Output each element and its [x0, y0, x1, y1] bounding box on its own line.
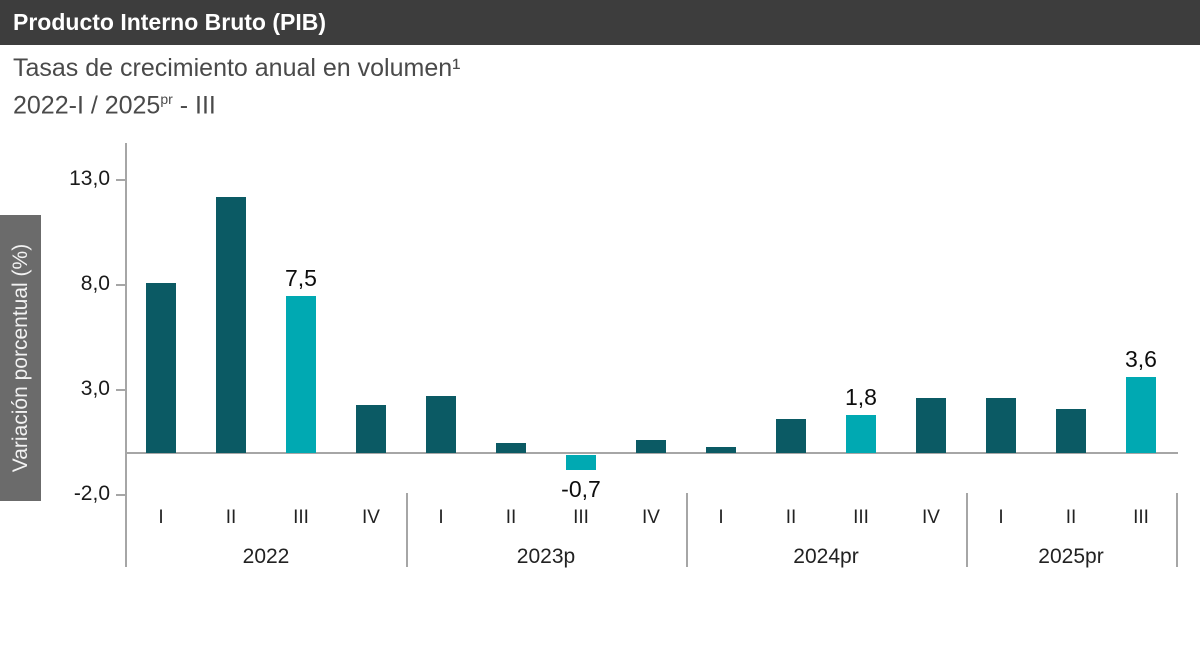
- quarter-label-2022-III: III: [293, 507, 309, 528]
- bar-2024pr-I: [706, 446, 736, 453]
- bar-2025pr-III: [1126, 377, 1156, 453]
- subtitle-range-suffix: - III: [172, 91, 216, 120]
- y-tick-label: -2,0: [73, 482, 110, 505]
- bar-value-label-2025pr-III: 3,6: [1125, 346, 1157, 373]
- bar-2022-IV: [356, 404, 386, 453]
- y-axis-band: [0, 215, 41, 501]
- bar-2025pr-II: [1056, 408, 1086, 453]
- group-separator: [966, 493, 968, 567]
- y-tick-label: 8,0: [80, 272, 110, 295]
- subtitle-line1: Tasas de crecimiento anual en volumen¹: [13, 53, 460, 84]
- zero-line: [126, 452, 1178, 454]
- bar-2024pr-II: [776, 419, 806, 453]
- quarter-label-2024pr-II: II: [785, 507, 797, 528]
- bar-2025pr-I: [986, 398, 1016, 453]
- quarter-label-2022-I: I: [158, 507, 164, 528]
- bar-2024pr-IV: [916, 398, 946, 453]
- year-label-2024pr: 2024pr: [793, 545, 859, 568]
- quarter-label-2025pr-III: III: [1133, 507, 1149, 528]
- bar-2024pr-III: [846, 415, 876, 453]
- subtitle-range-prefix: 2022-I / 2025: [13, 91, 161, 120]
- group-separator: [686, 493, 688, 567]
- y-tick-mark: [116, 284, 126, 286]
- y-axis-label: Variación porcentual (%): [9, 243, 32, 473]
- quarter-label-2023p-II: II: [505, 507, 517, 528]
- group-separator: [1176, 493, 1178, 567]
- quarter-label-2025pr-I: I: [998, 507, 1004, 528]
- quarter-label-2025pr-II: II: [1065, 507, 1077, 528]
- subtitle-block: Tasas de crecimiento anual en volumen¹ 2…: [13, 53, 460, 121]
- y-axis-line: [125, 143, 127, 567]
- quarter-label-2024pr-IV: IV: [922, 507, 940, 528]
- subtitle-range: 2022-I / 2025pr - III: [13, 84, 460, 121]
- title-bar: Producto Interno Bruto (PIB): [0, 0, 1200, 45]
- quarter-label-2023p-III: III: [573, 507, 589, 528]
- quarter-label-2022-II: II: [225, 507, 237, 528]
- y-tick-label: 3,0: [80, 377, 110, 400]
- group-separator: [406, 493, 408, 567]
- quarter-label-2024pr-III: III: [853, 507, 869, 528]
- quarter-label-2024pr-I: I: [718, 507, 724, 528]
- y-tick-label: 13,0: [69, 167, 110, 190]
- year-label-2025pr: 2025pr: [1038, 545, 1104, 568]
- bar-value-label-2024pr-III: 1,8: [845, 384, 877, 411]
- quarter-label-2023p-IV: IV: [642, 507, 660, 528]
- chart-title: Producto Interno Bruto (PIB): [13, 9, 327, 35]
- year-label-2022: 2022: [242, 545, 290, 568]
- y-tick-mark: [116, 389, 126, 391]
- bar-value-label-2023p-III: -0,7: [561, 475, 601, 502]
- y-tick-mark: [116, 179, 126, 181]
- bar-2022-I: [146, 282, 176, 453]
- bar-2023p-III: [566, 455, 596, 470]
- bar-2023p-IV: [636, 440, 666, 453]
- bar-2023p-I: [426, 396, 456, 453]
- quarter-label-2023p-I: I: [438, 507, 444, 528]
- year-label-2023p: 2023p: [516, 545, 576, 568]
- bar-value-label-2022-III: 7,5: [285, 264, 317, 291]
- bar-2022-II: [216, 196, 246, 453]
- subtitle-range-superscript: pr: [160, 91, 173, 107]
- bar-2022-III: [286, 295, 316, 453]
- y-tick-mark: [116, 494, 126, 496]
- quarter-label-2022-IV: IV: [362, 507, 380, 528]
- subtitle-line1-text: Tasas de crecimiento anual en volumen¹: [13, 54, 461, 82]
- bar-2023p-II: [496, 442, 526, 453]
